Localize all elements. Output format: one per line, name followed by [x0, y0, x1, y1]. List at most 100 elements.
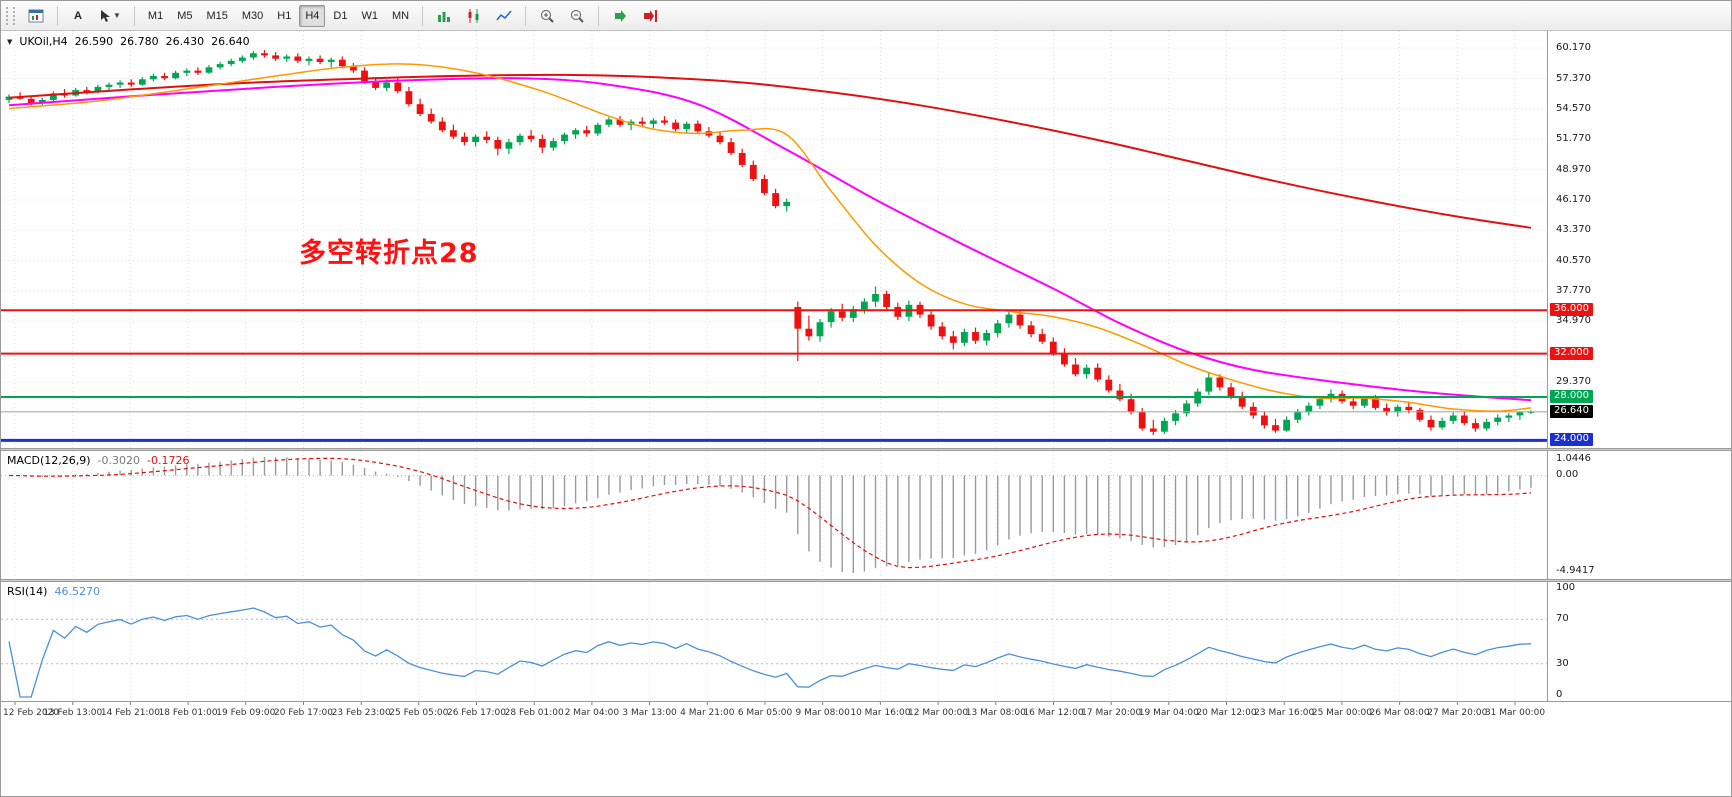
macd-signal-line	[8, 457, 1532, 569]
macd-panel[interactable]: 1.0446 0.00 -4.9417 MACD(12,26,9) -0.3020 …	[1, 451, 1731, 579]
toolbar: A ▼ M1 M5 M15 M30 H1 H4 D1 W1 MN	[1, 1, 1731, 31]
time-axis-label: 20 Mar 12:00	[1196, 708, 1256, 718]
price-scale-tick: 48.970	[1556, 164, 1591, 175]
time-axis-label: 19 Feb 09:00	[216, 708, 275, 718]
line-chart-icon	[496, 10, 512, 20]
rsi-scale-tick: 30	[1556, 658, 1569, 669]
price-scale-tick: 43.370	[1556, 224, 1591, 235]
time-axis-label: 25 Mar 00:00	[1312, 708, 1372, 718]
rsi-value: 46.5270	[54, 585, 100, 598]
macd-scale-max: 1.0446	[1556, 453, 1591, 464]
cursor-tool-button[interactable]: ▼	[93, 5, 127, 27]
time-axis-label: 6 Mar 05:00	[738, 708, 793, 718]
time-axis-label: 9 Mar 08:00	[796, 708, 851, 718]
rsi-plot[interactable]	[1, 582, 1547, 701]
ohlc-open: 26.590	[74, 35, 114, 48]
time-axis-label: 27 Mar 20:00	[1427, 708, 1487, 718]
macd-label: MACD(12,26,9) -0.3020 -0.1726	[7, 454, 189, 467]
ohlc-low: 26.430	[165, 35, 205, 48]
ma-slow-red[interactable]	[8, 73, 1532, 229]
rsi-gridlines	[1, 582, 1547, 701]
timeframe-button-h4[interactable]: H4	[299, 4, 326, 27]
zoom-out-button[interactable]	[563, 5, 591, 27]
macd-scale[interactable]: 1.0446 0.00 -4.9417	[1547, 451, 1731, 579]
time-axis-label: 10 Mar 16:00	[850, 708, 910, 718]
panel-divider[interactable]	[1, 448, 1731, 451]
rsi-panel[interactable]: 100 70 30 0 RSI(14) 46.5270	[1, 582, 1731, 701]
price-chart-panel[interactable]: 60.170 57.370 54.570 51.770 48.970 46.170 43.3…	[1, 31, 1731, 448]
timeframe-button-h1[interactable]: H1	[271, 5, 297, 27]
rsi-scale-tick: 100	[1556, 582, 1576, 593]
time-axis-label: 31 Mar 00:00	[1485, 708, 1545, 718]
timeframe-button-m1[interactable]: M1	[142, 5, 169, 27]
macd-scale-zero: 0.00	[1556, 469, 1579, 480]
bar-chart-icon	[438, 11, 451, 22]
price-scale-tick: 60.170	[1556, 42, 1591, 53]
ohlc-close: 26.640	[211, 35, 250, 48]
time-axis-label: 25 Feb 05:00	[389, 708, 448, 718]
ma-fast-orange[interactable]	[8, 63, 1532, 412]
cursor-icon	[101, 9, 110, 22]
price-plot[interactable]	[1, 31, 1547, 448]
rsi-label: RSI(14) 46.5270	[7, 585, 100, 598]
price-scale-tick: 54.570	[1556, 103, 1591, 114]
text-tool-button[interactable]: A	[65, 5, 91, 27]
rsi-scale[interactable]: 100 70 30 0	[1547, 582, 1731, 701]
time-axis-label: 13 Feb 13:00	[43, 708, 102, 718]
toolbar-separator	[525, 5, 527, 26]
ma-medium-magenta[interactable]	[8, 77, 1532, 402]
candlestick-chart-button[interactable]	[460, 5, 488, 27]
time-axis-label: 26 Mar 08:00	[1370, 708, 1430, 718]
timeframe-button-mn[interactable]: MN	[386, 5, 415, 27]
time-axis-label: 12 Mar 00:00	[908, 708, 968, 718]
time-axis-label: 16 Mar 12:00	[1023, 708, 1083, 718]
zoom-in-button[interactable]	[533, 5, 561, 27]
panel-divider[interactable]	[1, 579, 1731, 582]
timeframe-button-d1[interactable]: D1	[327, 5, 353, 27]
toolbar-separator	[422, 5, 424, 26]
timeframe-button-w1[interactable]: W1	[355, 5, 384, 27]
time-axis-label: 23 Mar 16:00	[1254, 708, 1314, 718]
collapse-arrow-icon[interactable]: ▼	[7, 37, 13, 46]
timeframe-button-m30[interactable]: M30	[236, 5, 269, 27]
price-scale-tick: 29.370	[1556, 376, 1591, 387]
price-scale-tick: 51.770	[1556, 133, 1591, 144]
level-price-label: 24.000	[1550, 433, 1593, 446]
time-axis[interactable]: 12 Feb 2020 13 Feb 13:00 14 Feb 21:00 18 Fe…	[1, 701, 1731, 719]
rsi-indicator-name: RSI(14)	[7, 585, 48, 598]
timeframe-button-m15[interactable]: M15	[200, 5, 233, 27]
ohlc-high: 26.780	[120, 35, 159, 48]
auto-scroll-button[interactable]	[606, 5, 634, 27]
price-scale[interactable]: 60.170 57.370 54.570 51.770 48.970 46.170 43.3…	[1547, 31, 1731, 448]
timeframe-button-m5[interactable]: M5	[171, 5, 198, 27]
macd-value-signal: -0.1726	[147, 454, 190, 467]
time-axis-label: 13 Mar 08:00	[966, 708, 1026, 718]
macd-scale-min: -4.9417	[1556, 565, 1595, 576]
time-axis-label: 3 Mar 13:00	[622, 708, 677, 718]
macd-plot[interactable]	[1, 451, 1547, 579]
chart-annotation[interactable]: 多空转折点28	[299, 238, 479, 269]
chart-shift-button[interactable]	[636, 5, 664, 27]
zoom-out-icon	[571, 9, 584, 23]
chart-title: ▼ UKOil,H4 26.590 26.780 26.430 26.640	[7, 35, 250, 48]
price-scale-tick: 37.770	[1556, 285, 1591, 296]
macd-histogram	[19, 457, 1532, 573]
bid-price-label: 26.640	[1550, 405, 1593, 418]
rsi-scale-tick: 0	[1556, 689, 1563, 700]
time-axis-label: 4 Mar 21:00	[680, 708, 735, 718]
horizontal-level-lines[interactable]	[1, 309, 1547, 442]
zoom-in-icon	[541, 9, 554, 23]
toolbar-drag-handle[interactable]	[6, 6, 15, 25]
candles[interactable]	[5, 50, 1535, 435]
price-scale-tick: 40.570	[1556, 255, 1591, 266]
bar-chart-button[interactable]	[430, 5, 458, 27]
time-axis-label: 23 Feb 23:00	[332, 708, 391, 718]
chevron-down-icon: ▼	[113, 11, 121, 20]
chart-window-button[interactable]	[22, 5, 50, 27]
macd-indicator-name: MACD(12,26,9)	[7, 454, 91, 467]
line-chart-button[interactable]	[490, 5, 518, 27]
time-axis-label: 12 Feb 2020	[3, 708, 59, 718]
symbol-label: UKOil,H4	[19, 35, 68, 48]
